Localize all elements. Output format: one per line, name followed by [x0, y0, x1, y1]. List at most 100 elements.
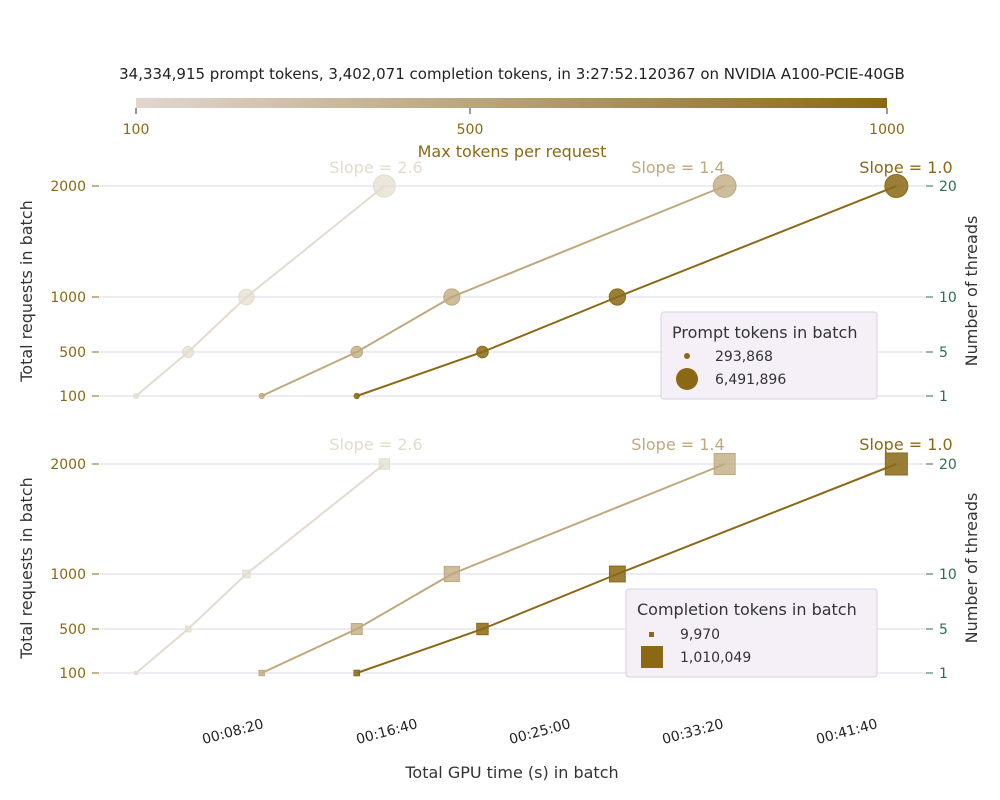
- legend-entry: 6,491,896: [715, 372, 786, 388]
- slope-annotation: Slope = 1.4: [631, 158, 724, 177]
- x-tick-label: 00:33:20: [661, 716, 726, 748]
- y2-tick-label: 5: [939, 345, 948, 361]
- y2-tick-label: 5: [939, 622, 948, 638]
- legend-box: [660, 311, 878, 400]
- legend-marker-large: [676, 368, 698, 390]
- data-point: [713, 452, 736, 476]
- data-point: [476, 345, 489, 359]
- left-axis: 2000 1000 500 100 Total requests in batc…: [17, 179, 99, 405]
- x-tick-label: 00:16:40: [355, 716, 420, 748]
- series-layer: Slope = 2.6 Slope = 1.4 Slope = 1.0: [134, 435, 953, 677]
- slope-annotation: Slope = 1.4: [631, 435, 724, 454]
- slope-annotation: Slope = 2.6: [329, 435, 422, 454]
- y-tick-label: 100: [59, 389, 86, 405]
- data-point: [353, 669, 361, 677]
- series-line: [135, 185, 385, 397]
- y-tick-label: 500: [59, 622, 86, 638]
- data-point: [884, 174, 909, 198]
- y-tick-label: 100: [59, 666, 86, 682]
- y2-axis-label: Number of threads: [962, 493, 981, 644]
- series-500: Slope = 1.4: [258, 158, 737, 400]
- colorbar-gradient: [136, 98, 887, 108]
- data-point: [712, 174, 737, 198]
- data-point: [242, 569, 251, 579]
- series-line: [261, 185, 726, 397]
- data-point: [350, 623, 363, 635]
- x-tick-label: 00:08:20: [201, 716, 266, 748]
- data-point: [608, 288, 627, 306]
- data-point: [133, 393, 139, 399]
- series-layer: Slope = 2.6 Slope = 1.4 Slope = 1.0: [133, 158, 953, 400]
- data-point: [134, 671, 138, 675]
- data-point: [238, 288, 255, 306]
- y-tick-label: 1000: [50, 290, 86, 306]
- x-axis-label: Total GPU time (s) in batch: [404, 763, 618, 782]
- right-axis: 20 10 5 1 Number of threads: [926, 457, 981, 682]
- series-1000: Slope = 1.0: [353, 158, 953, 400]
- series-line: [356, 185, 897, 397]
- y-axis-label: Total requests in batch: [17, 477, 36, 660]
- data-point: [884, 452, 908, 476]
- y-tick-label: 2000: [50, 457, 86, 473]
- slope-annotation: Slope = 2.6: [329, 158, 422, 177]
- y2-tick-label: 1: [939, 666, 948, 682]
- colorbar-tick-label: 500: [457, 122, 484, 138]
- data-point: [258, 392, 265, 400]
- legend-entry: 9,970: [680, 627, 720, 643]
- y-tick-label: 2000: [50, 179, 86, 195]
- colorbar-label: Max tokens per request: [418, 142, 607, 161]
- legend-marker-small: [684, 353, 690, 359]
- legend-entry: 293,868: [715, 349, 773, 365]
- completion-tokens-panel: 2000 1000 500 100 Total requests in batc…: [17, 435, 981, 682]
- data-point: [258, 669, 265, 677]
- prompt-tokens-panel: 2000 1000 500 100 Total requests in batc…: [17, 158, 981, 405]
- series-100: Slope = 2.6: [134, 435, 423, 675]
- data-point: [476, 622, 489, 636]
- x-tick-label: 00:41:40: [815, 716, 880, 748]
- y2-tick-label: 1: [939, 389, 948, 405]
- data-point: [353, 392, 360, 400]
- y-tick-label: 500: [59, 345, 86, 361]
- data-point: [443, 565, 460, 583]
- legend-entry: 1,010,049: [680, 650, 751, 666]
- data-point: [378, 458, 390, 470]
- series-line: [356, 463, 897, 674]
- data-point: [443, 288, 461, 306]
- legend-title: Completion tokens in batch: [637, 600, 857, 619]
- series-line: [135, 463, 385, 674]
- legend-marker-small: [649, 632, 654, 637]
- slope-annotation: Slope = 1.0: [859, 435, 952, 454]
- y-tick-label: 1000: [50, 567, 86, 583]
- x-tick-labels: 00:08:20 00:16:40 00:25:00 00:33:20 00:4…: [201, 716, 880, 748]
- legend-title: Prompt tokens in batch: [672, 323, 858, 342]
- legend-box: [625, 588, 878, 678]
- data-point: [184, 625, 192, 633]
- data-point: [182, 345, 195, 359]
- chart-title: 34,334,915 prompt tokens, 3,402,071 comp…: [119, 65, 905, 83]
- y2-tick-label: 10: [939, 290, 957, 306]
- data-point: [372, 174, 396, 198]
- legend: Prompt tokens in batch 293,868 6,491,896: [660, 311, 878, 400]
- slope-annotation: Slope = 1.0: [859, 158, 952, 177]
- series-1000: Slope = 1.0: [353, 435, 953, 677]
- right-axis: 20 10 5 1 Number of threads: [926, 179, 981, 405]
- series-line: [261, 463, 726, 674]
- colorbar-tick-label: 100: [123, 122, 150, 138]
- y2-tick-label: 10: [939, 567, 957, 583]
- legend-marker-large: [641, 646, 663, 668]
- y2-tick-label: 20: [939, 457, 957, 473]
- y2-tick-label: 20: [939, 179, 957, 195]
- y-axis-label: Total requests in batch: [17, 200, 36, 383]
- x-axis: 00:08:20 00:16:40 00:25:00 00:33:20 00:4…: [201, 716, 880, 782]
- series-500: Slope = 1.4: [258, 435, 736, 677]
- x-tick-label: 00:25:00: [508, 716, 573, 748]
- colorbar-tick-label: 1000: [869, 122, 905, 138]
- colorbar: 100 500 1000 Max tokens per request: [123, 98, 905, 161]
- data-point: [608, 565, 626, 583]
- data-point: [350, 345, 363, 359]
- y2-axis-label: Number of threads: [962, 216, 981, 367]
- legend: Completion tokens in batch 9,970 1,010,0…: [625, 588, 878, 678]
- left-axis: 2000 1000 500 100 Total requests in batc…: [17, 457, 99, 682]
